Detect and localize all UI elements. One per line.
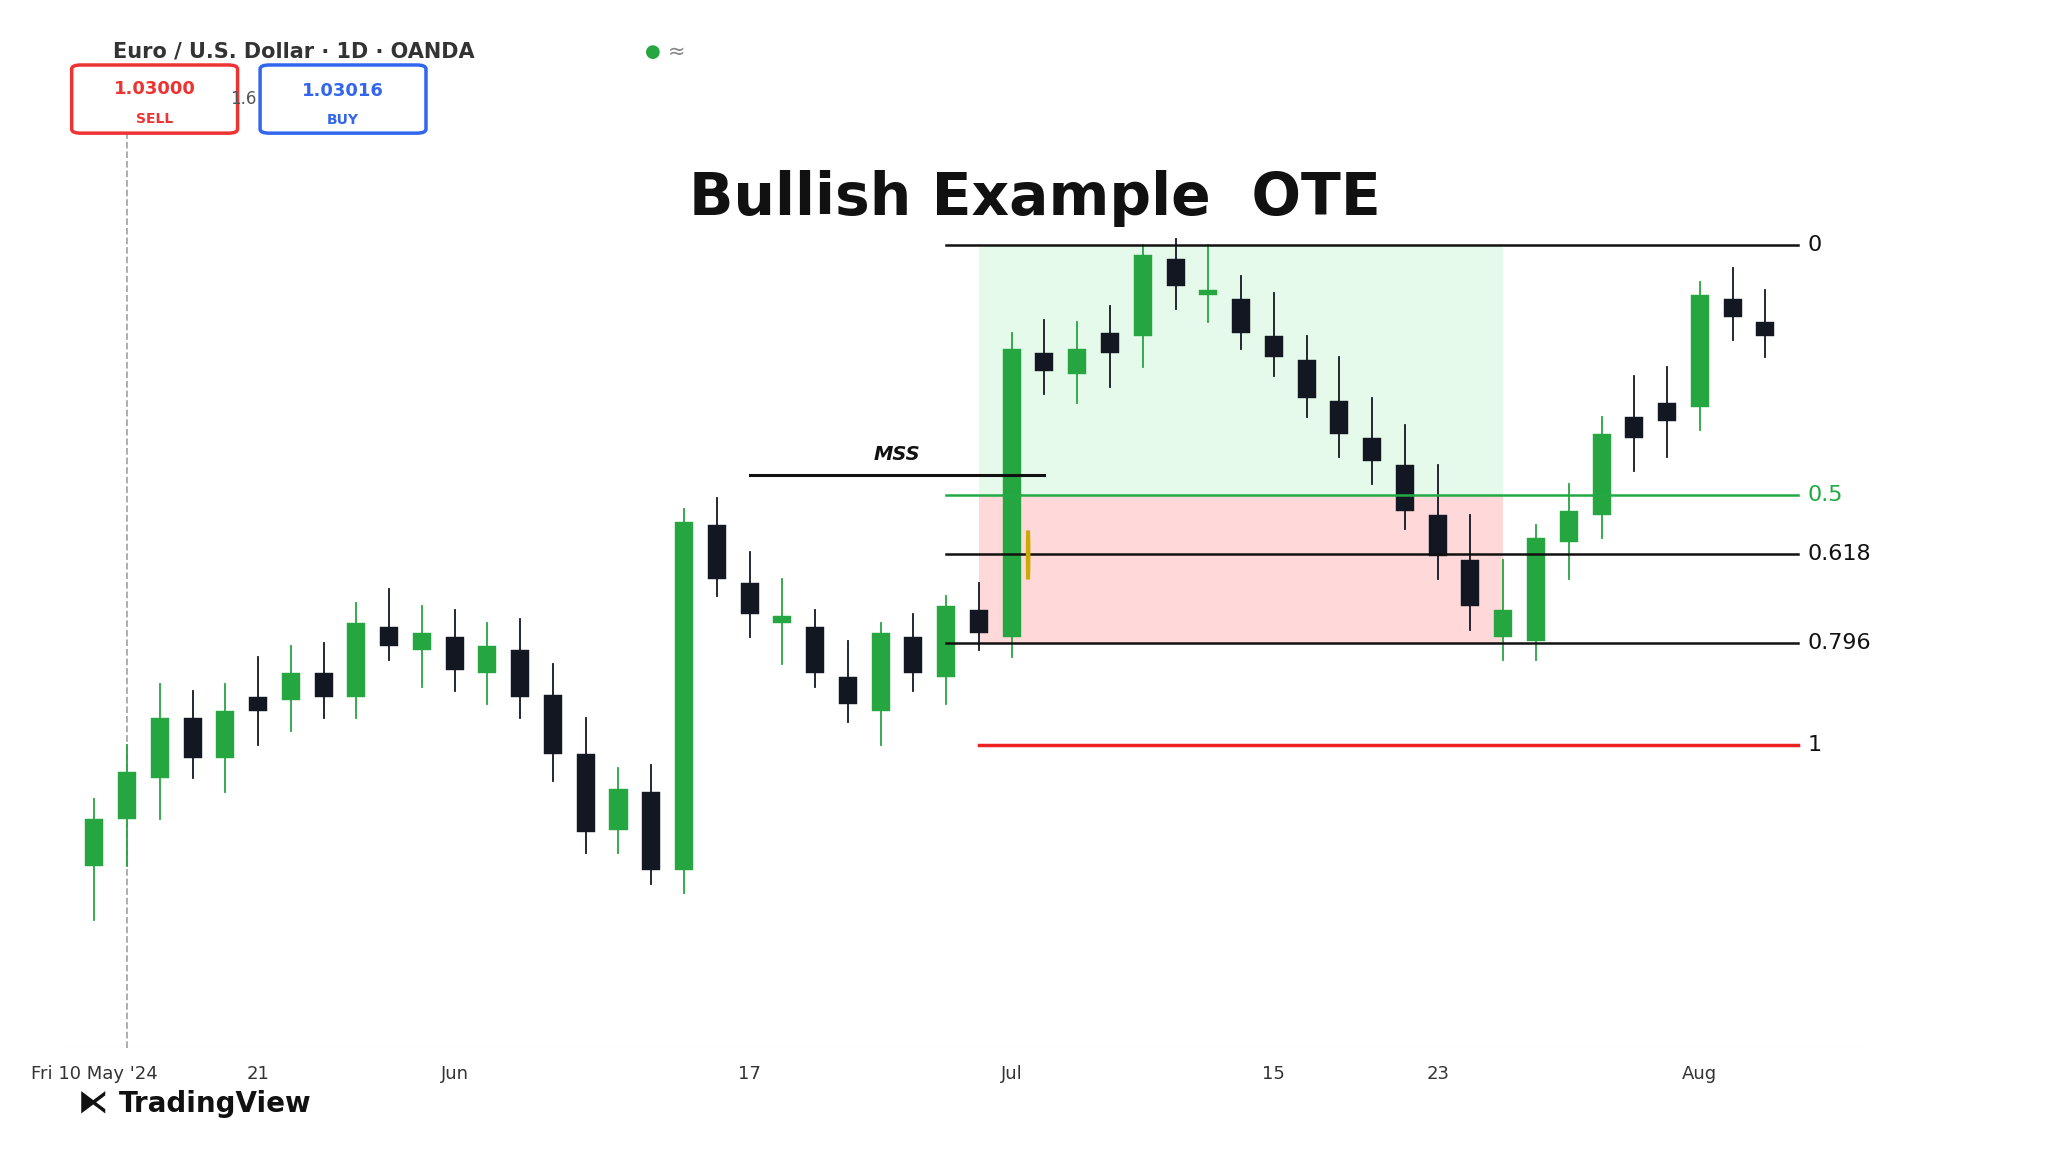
Bar: [1135, 255, 1151, 335]
Text: 15: 15: [1262, 1064, 1286, 1083]
Bar: [1626, 417, 1642, 439]
Bar: [217, 711, 233, 758]
Text: 0: 0: [1808, 235, 1823, 256]
Bar: [1036, 354, 1053, 371]
Text: Aug: Aug: [1681, 1064, 1718, 1083]
Bar: [840, 677, 856, 704]
Bar: [446, 637, 463, 670]
FancyBboxPatch shape: [260, 65, 426, 134]
Bar: [381, 628, 397, 646]
Bar: [545, 695, 561, 755]
Text: ≈: ≈: [668, 41, 686, 62]
Bar: [1724, 300, 1741, 317]
Bar: [807, 628, 823, 673]
Text: 17: 17: [737, 1064, 762, 1083]
Bar: [512, 650, 528, 697]
Bar: [1397, 465, 1413, 511]
Bar: [1200, 290, 1217, 295]
Bar: [610, 789, 627, 829]
Bar: [774, 616, 791, 623]
FancyBboxPatch shape: [72, 65, 238, 134]
Bar: [1233, 300, 1249, 333]
Bar: [1364, 439, 1380, 461]
Bar: [676, 522, 692, 870]
Text: Bullish Example  OTE: Bullish Example OTE: [688, 169, 1380, 227]
Bar: [250, 697, 266, 711]
Bar: [1004, 349, 1020, 637]
Bar: [119, 772, 135, 819]
Bar: [283, 673, 299, 700]
Text: Fri 10 May '24: Fri 10 May '24: [31, 1064, 158, 1083]
Bar: [1069, 349, 1085, 373]
Bar: [905, 637, 922, 673]
Text: SELL: SELL: [135, 112, 174, 126]
Text: 1.03000: 1.03000: [115, 79, 195, 98]
Bar: [86, 819, 102, 866]
Text: 0.796: 0.796: [1808, 632, 1872, 653]
Bar: [1167, 259, 1184, 286]
Bar: [643, 791, 659, 870]
Text: Jun: Jun: [440, 1064, 469, 1083]
Bar: [1495, 609, 1511, 637]
Text: 0.618: 0.618: [1808, 544, 1872, 564]
Text: 21: 21: [246, 1064, 270, 1083]
Bar: [1528, 538, 1544, 641]
Bar: [1593, 434, 1610, 515]
Bar: [1266, 335, 1282, 357]
Bar: [741, 583, 758, 614]
Text: 0.5: 0.5: [1808, 485, 1843, 505]
Text: ●: ●: [645, 43, 662, 61]
Text: TradingView: TradingView: [119, 1090, 311, 1117]
Bar: [938, 606, 954, 677]
Bar: [1561, 511, 1577, 543]
Bar: [1298, 361, 1315, 397]
Bar: [578, 755, 594, 833]
Bar: [709, 524, 725, 578]
Bar: [1331, 401, 1348, 434]
Bar: [971, 609, 987, 632]
Bar: [1430, 515, 1446, 555]
Bar: [1462, 560, 1479, 606]
Bar: [1757, 323, 1774, 335]
Text: 1.6: 1.6: [231, 90, 256, 108]
Text: MSS: MSS: [874, 446, 920, 464]
Bar: [184, 718, 201, 758]
Text: Euro / U.S. Dollar · 1D · OANDA: Euro / U.S. Dollar · 1D · OANDA: [113, 41, 475, 62]
Text: 23: 23: [1425, 1064, 1450, 1083]
Text: 1: 1: [1808, 735, 1823, 755]
Bar: [479, 646, 496, 673]
Text: ⧔: ⧔: [78, 1089, 109, 1119]
Bar: [414, 632, 430, 650]
Bar: [1659, 403, 1675, 420]
Bar: [979, 495, 1503, 643]
Bar: [1102, 333, 1118, 354]
Bar: [1692, 295, 1708, 408]
Text: 1.03016: 1.03016: [303, 82, 383, 100]
Bar: [872, 632, 889, 711]
Bar: [348, 623, 365, 697]
Bar: [152, 718, 168, 779]
Text: Jul: Jul: [1001, 1064, 1022, 1083]
Bar: [315, 673, 332, 697]
Bar: [979, 245, 1503, 495]
Text: BUY: BUY: [328, 113, 358, 128]
